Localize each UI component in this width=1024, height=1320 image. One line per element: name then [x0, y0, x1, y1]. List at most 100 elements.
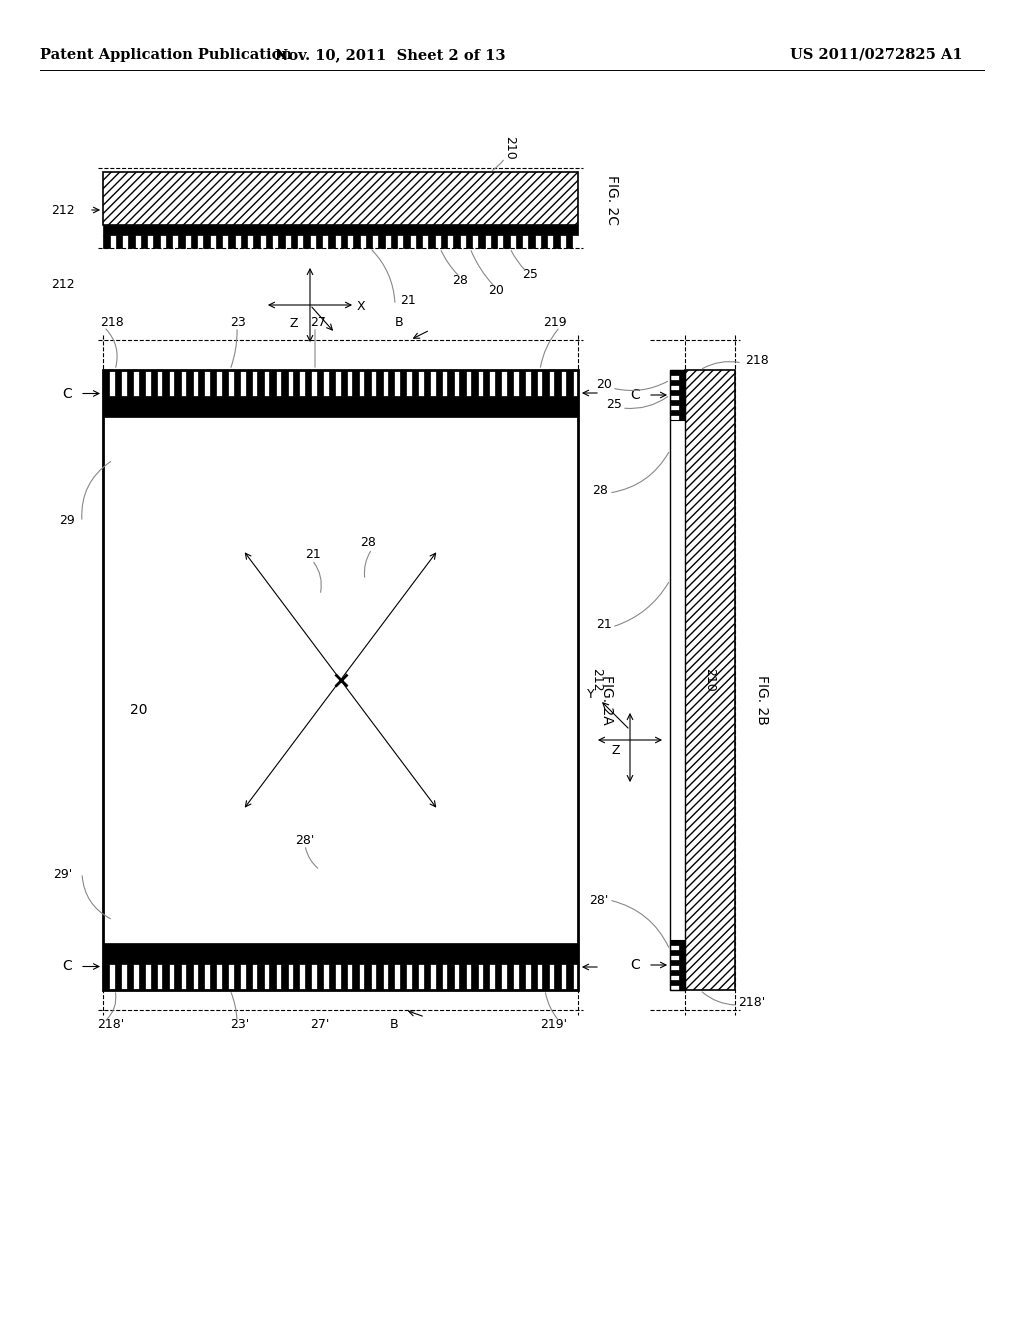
- Text: 28: 28: [452, 273, 468, 286]
- Text: 25: 25: [606, 399, 622, 412]
- Text: Z: Z: [611, 743, 620, 756]
- Text: 28: 28: [592, 483, 608, 496]
- Bar: [483, 370, 489, 396]
- Bar: [186, 964, 193, 990]
- Bar: [670, 970, 679, 975]
- Text: 21: 21: [305, 549, 321, 561]
- Bar: [566, 370, 572, 396]
- Text: C: C: [630, 388, 640, 403]
- Text: Z: Z: [290, 317, 298, 330]
- Bar: [282, 964, 288, 990]
- Bar: [222, 370, 228, 396]
- Bar: [210, 964, 216, 990]
- Bar: [447, 964, 454, 990]
- Bar: [388, 370, 394, 396]
- Text: 218': 218': [738, 995, 765, 1008]
- Bar: [495, 370, 502, 396]
- Text: B: B: [390, 1019, 398, 1031]
- Text: 212: 212: [51, 279, 75, 292]
- Bar: [329, 964, 335, 990]
- Bar: [679, 940, 685, 990]
- Bar: [679, 370, 685, 420]
- Bar: [316, 964, 324, 990]
- Bar: [186, 370, 193, 396]
- Bar: [543, 370, 549, 396]
- Bar: [554, 370, 561, 396]
- Text: 28': 28': [295, 833, 314, 846]
- Bar: [328, 235, 335, 248]
- Text: FIG. 2A: FIG. 2A: [600, 675, 614, 725]
- Bar: [471, 964, 477, 990]
- Bar: [140, 235, 147, 248]
- Bar: [166, 235, 172, 248]
- Bar: [138, 964, 145, 990]
- Text: Nov. 10, 2011  Sheet 2 of 13: Nov. 10, 2011 Sheet 2 of 13: [274, 48, 505, 62]
- Bar: [151, 964, 157, 990]
- Bar: [103, 370, 578, 990]
- Bar: [503, 235, 510, 248]
- Text: US 2011/0272825 A1: US 2011/0272825 A1: [790, 48, 963, 62]
- Bar: [459, 964, 466, 990]
- Bar: [115, 964, 121, 990]
- Bar: [518, 964, 525, 990]
- Bar: [174, 370, 180, 396]
- Bar: [128, 235, 135, 248]
- Bar: [269, 370, 275, 396]
- Bar: [507, 964, 513, 990]
- Bar: [670, 950, 679, 956]
- Bar: [329, 370, 335, 396]
- Bar: [440, 235, 447, 248]
- Bar: [305, 370, 311, 396]
- Bar: [670, 940, 685, 990]
- Bar: [366, 235, 373, 248]
- Bar: [507, 370, 513, 396]
- Bar: [424, 370, 430, 396]
- Bar: [163, 964, 169, 990]
- Bar: [341, 235, 347, 248]
- Text: Patent Application Publication: Patent Application Publication: [40, 48, 292, 62]
- Bar: [495, 964, 502, 990]
- Bar: [670, 979, 679, 986]
- Bar: [376, 370, 383, 396]
- Bar: [376, 964, 383, 990]
- Bar: [316, 370, 324, 396]
- Text: 219': 219': [540, 1019, 567, 1031]
- Text: 28: 28: [360, 536, 376, 549]
- Bar: [390, 235, 397, 248]
- Bar: [353, 235, 359, 248]
- Text: 23': 23': [230, 1019, 249, 1031]
- Bar: [203, 235, 210, 248]
- Bar: [553, 235, 560, 248]
- Text: C: C: [630, 958, 640, 972]
- Text: 28': 28': [589, 894, 608, 907]
- Bar: [670, 400, 679, 405]
- Bar: [541, 235, 547, 248]
- Bar: [352, 964, 358, 990]
- Bar: [565, 235, 572, 248]
- Text: Y: Y: [588, 689, 595, 701]
- Text: 212: 212: [590, 668, 603, 692]
- Bar: [543, 964, 549, 990]
- Bar: [471, 370, 477, 396]
- Text: 212: 212: [51, 203, 75, 216]
- Text: 29': 29': [53, 869, 72, 882]
- Bar: [388, 964, 394, 990]
- Bar: [685, 370, 735, 990]
- Bar: [412, 964, 418, 990]
- Text: B: B: [395, 315, 403, 329]
- Text: 27': 27': [310, 1019, 330, 1031]
- Text: 20: 20: [488, 284, 504, 297]
- Bar: [303, 235, 309, 248]
- Bar: [241, 235, 247, 248]
- Bar: [246, 964, 252, 990]
- Text: 21: 21: [400, 293, 416, 306]
- Text: 218: 218: [745, 354, 769, 367]
- Bar: [365, 370, 371, 396]
- Bar: [530, 370, 537, 396]
- Text: FIG. 2B: FIG. 2B: [755, 675, 769, 725]
- Bar: [315, 235, 323, 248]
- Bar: [518, 370, 525, 396]
- Text: 20: 20: [130, 704, 147, 717]
- Bar: [257, 370, 264, 396]
- Bar: [282, 370, 288, 396]
